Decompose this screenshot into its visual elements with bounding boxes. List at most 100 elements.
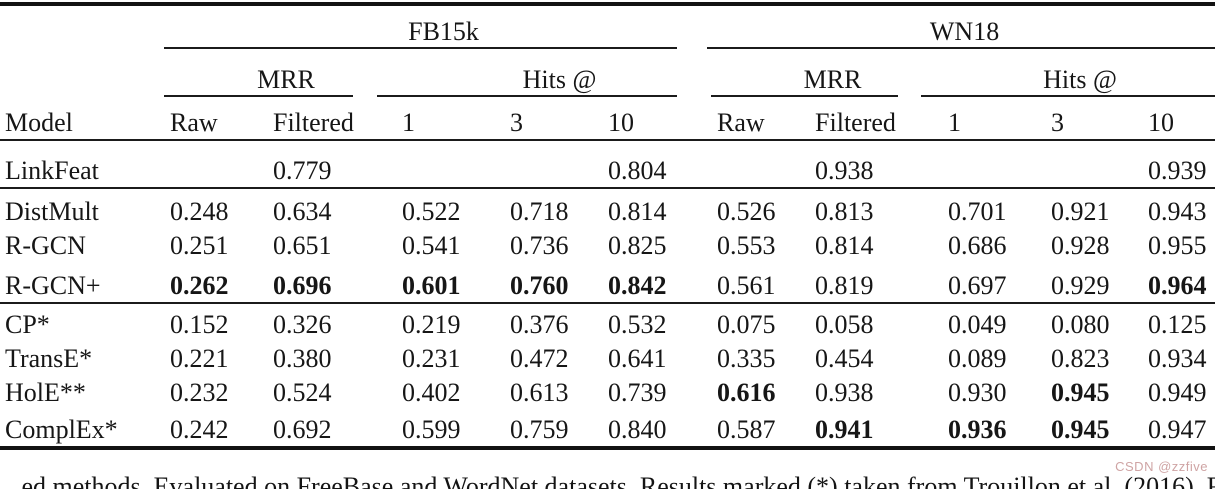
value-cell: 0.380 [273, 343, 332, 373]
value-cell: 0.599 [402, 414, 461, 444]
model-cell: HolE** [5, 377, 86, 407]
value-cell [170, 139, 273, 187]
value-cell: 0.949 [1148, 377, 1207, 407]
value-cell: 0.939 [1148, 155, 1207, 185]
model-cell: DistMult [5, 196, 99, 226]
table-row-hole: HolE** 0.232 0.524 0.402 0.613 0.739 0.6… [5, 375, 1212, 409]
value-cell [402, 139, 510, 187]
table-row-distmult: DistMult 0.248 0.634 0.522 0.718 0.814 0… [5, 187, 1212, 228]
dataset-label-fb15k: FB15k [408, 16, 479, 46]
value-cell [510, 139, 608, 187]
value-cell: 0.601 [402, 270, 461, 300]
value-cell: 0.561 [717, 270, 776, 300]
value-cell: 0.759 [510, 414, 569, 444]
model-cell: CP* [5, 309, 50, 339]
value-cell: 0.814 [608, 196, 667, 226]
value-cell: 0.522 [402, 196, 461, 226]
value-cell: 0.125 [1148, 309, 1207, 339]
value-cell: 0.376 [510, 309, 569, 339]
value-cell [948, 139, 1051, 187]
value-cell: 0.641 [608, 343, 667, 373]
value-cell: 0.813 [815, 196, 874, 226]
value-cell: 0.651 [273, 230, 332, 260]
model-cell: R-GCN+ [5, 270, 101, 300]
top-rule [0, 2, 1215, 6]
metric-group-row: MRR Hits @ MRR Hits @ [5, 48, 1212, 96]
bottom-rule [0, 446, 1215, 450]
table-row-linkfeat: LinkFeat 0.779 0.804 0.938 0.939 [5, 139, 1212, 187]
group-label-mrr-fb: MRR [257, 64, 315, 94]
value-cell: 0.938 [815, 155, 874, 185]
value-cell: 0.947 [1148, 414, 1207, 444]
value-cell: 0.553 [717, 230, 776, 260]
value-cell: 0.587 [717, 414, 776, 444]
value-cell: 0.955 [1148, 230, 1207, 260]
rgcn-block-rule [0, 302, 1215, 304]
linkfeat-rule [0, 187, 1215, 189]
col-header-model: Model [5, 107, 73, 137]
table-row-rgcn: R-GCN 0.251 0.651 0.541 0.736 0.825 0.55… [5, 228, 1212, 262]
value-cell [717, 139, 815, 187]
dataset-label-wn18: WN18 [929, 16, 1000, 46]
value-cell: 0.736 [510, 230, 569, 260]
group-label-hits-wn: Hits @ [1043, 64, 1117, 94]
value-cell: 0.943 [1148, 196, 1207, 226]
value-cell [1051, 139, 1148, 187]
header-rule [0, 139, 1215, 141]
value-cell: 0.152 [170, 309, 229, 339]
col-header-hits3-wn: 3 [1051, 107, 1065, 137]
col-header-hits10-wn: 10 [1148, 107, 1175, 137]
cmidrule-hits-fb [377, 95, 677, 97]
value-cell: 0.262 [170, 270, 229, 300]
value-cell: 0.251 [170, 230, 229, 260]
value-cell: 0.934 [1148, 343, 1207, 373]
value-cell: 0.242 [170, 414, 229, 444]
col-header-hits1-wn: 1 [948, 107, 962, 137]
value-cell: 0.080 [1051, 309, 1110, 339]
model-cell: LinkFeat [5, 155, 99, 185]
value-cell: 0.921 [1051, 196, 1110, 226]
col-header-raw-fb: Raw [170, 107, 218, 137]
value-cell: 0.945 [1051, 414, 1110, 444]
value-cell: 0.779 [273, 155, 332, 185]
value-cell: 0.718 [510, 196, 569, 226]
table-row-complex: ComplEx* 0.242 0.692 0.599 0.759 0.840 0… [5, 409, 1212, 446]
value-cell: 0.697 [948, 270, 1007, 300]
value-cell: 0.701 [948, 196, 1007, 226]
value-cell: 0.739 [608, 377, 667, 407]
cmidrule-mrr-wn [711, 95, 898, 97]
value-cell: 0.696 [273, 270, 332, 300]
col-header-filtered-fb: Filtered [273, 107, 354, 137]
value-cell: 0.825 [608, 230, 667, 260]
value-cell: 0.248 [170, 196, 229, 226]
value-cell: 0.840 [608, 414, 667, 444]
value-cell: 0.472 [510, 343, 569, 373]
value-cell: 0.634 [273, 196, 332, 226]
value-cell: 0.075 [717, 309, 776, 339]
value-cell: 0.541 [402, 230, 461, 260]
table-caption-fragment: ...ed methods. Evaluated on FreeBase and… [2, 472, 1215, 489]
model-cell: TransE* [5, 343, 93, 373]
value-cell: 0.335 [717, 343, 776, 373]
value-cell: 0.532 [608, 309, 667, 339]
value-cell: 0.049 [948, 309, 1007, 339]
col-header-hits10-fb: 10 [608, 107, 634, 137]
col-header-hits1-fb: 1 [402, 107, 415, 137]
value-cell: 0.616 [717, 377, 776, 407]
group-label-mrr-wn: MRR [803, 64, 862, 94]
value-cell: 0.760 [510, 270, 569, 300]
value-cell: 0.231 [402, 343, 461, 373]
value-cell: 0.613 [510, 377, 569, 407]
value-cell: 0.526 [717, 196, 776, 226]
col-header-filtered-wn: Filtered [815, 107, 896, 137]
value-cell: 0.058 [815, 309, 874, 339]
table-row-transe: TransE* 0.221 0.380 0.231 0.472 0.641 0.… [5, 341, 1212, 375]
group-label-hits-fb: Hits @ [522, 64, 597, 94]
table-row-cp: CP* 0.152 0.326 0.219 0.376 0.532 0.075 … [5, 302, 1212, 341]
value-cell: 0.814 [815, 230, 874, 260]
value-cell: 0.842 [608, 270, 667, 300]
results-table: FB15k WN18 MRR Hits @ MRR Hits @ Model R… [5, 4, 1212, 446]
value-cell: 0.823 [1051, 343, 1110, 373]
value-cell: 0.819 [815, 270, 874, 300]
